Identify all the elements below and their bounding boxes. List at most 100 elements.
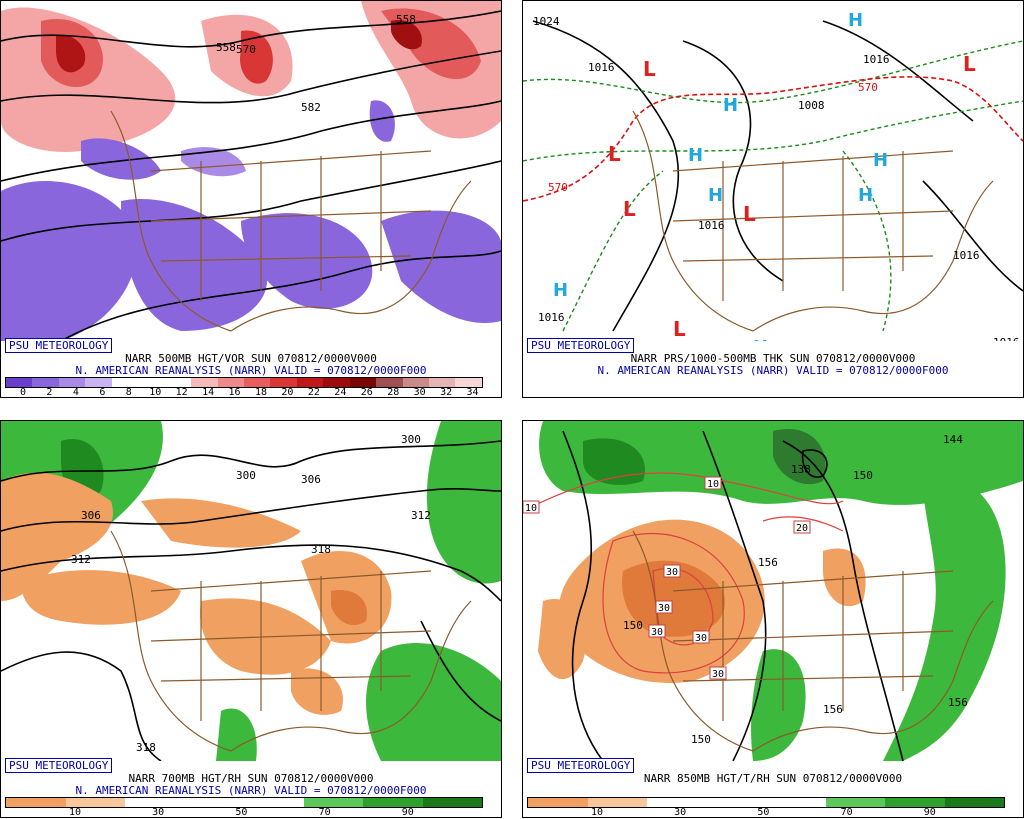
colorbar-segment [303, 798, 363, 807]
colorbar-segment [58, 378, 86, 387]
colorbar-segment [402, 378, 429, 387]
contour-label: 306 [301, 473, 321, 486]
colorbar-segment [243, 378, 271, 387]
temperature-label: 30 [712, 669, 724, 680]
colorbar-tick-label: 10 [68, 807, 82, 818]
colorbar-tick-label: 30 [674, 807, 687, 818]
colorbar-segment [296, 378, 324, 387]
contour-label: 156 [948, 696, 968, 709]
colorbar-segment [647, 798, 707, 807]
colorbar-segment [32, 378, 59, 387]
contour-label: 150 [691, 733, 711, 746]
rh700-map: 300 300 306 306 312 312 318 318 [1, 421, 501, 761]
panel-caption: NARR 850MB HGT/T/RH SUN 070812/0000V000 [643, 772, 903, 785]
panel-850mb-hgt-t-rh: 144 138 150 156 150 156 150 156 10 10 20… [522, 420, 1024, 818]
contour-label: 312 [71, 553, 91, 566]
colorbar-segment [125, 798, 185, 807]
colorbar-segment [429, 378, 456, 387]
isobar-label: 1008 [798, 99, 825, 112]
temperature-label: 10 [707, 479, 719, 490]
colorbar-tick-label: 90 [401, 807, 414, 818]
colorbar-tick-label: 32 [440, 387, 453, 398]
high-symbol: H [708, 185, 723, 206]
colorbar-segment [164, 378, 192, 387]
colorbar-segment [85, 378, 112, 387]
colorbar-tick-label: 70 [318, 807, 331, 818]
temperature-label: 30 [651, 627, 663, 638]
psu-meteorology-badge: PSU METEOROLOGY [5, 338, 113, 353]
isobar-label: 1016 [588, 61, 615, 74]
colorbar-tick-label: 18 [254, 387, 268, 398]
colorbar-segment [363, 798, 423, 807]
contour-label: 138 [791, 463, 811, 476]
contour-label: 318 [136, 741, 156, 754]
contour-label: 150 [623, 619, 643, 632]
panel-caption-valid: N. AMERICAN REANALYSIS (NARR) VALID = 07… [597, 364, 949, 377]
panel-pressure-thickness: L L L L L L H H H H H H H H 1024 1016 10… [522, 0, 1024, 398]
thickness-label: 570 [858, 81, 878, 94]
colorbar-segment [706, 798, 766, 807]
isobar-label: 1024 [533, 15, 560, 28]
colorbar-tick-label: 30 [413, 387, 426, 398]
temperature-label: 30 [666, 567, 678, 578]
colorbar-tick-label: 14 [202, 387, 215, 398]
contour-label: 156 [758, 556, 778, 569]
panel-caption: NARR 500MB HGT/VOR SUN 070812/0000V000 [125, 352, 377, 365]
isobar-label: 1016 [698, 219, 725, 232]
high-symbol: H [873, 150, 888, 171]
colorbar-segment [270, 378, 297, 387]
contour-label: 156 [823, 703, 843, 716]
vorticity-map: 570 558 582 558 [1, 1, 501, 341]
colorbar-segment [455, 378, 482, 387]
contour-label: 306 [81, 509, 101, 522]
high-symbol: H [553, 280, 568, 301]
colorbar [527, 797, 1005, 808]
colorbar-tick-label: 10 [590, 807, 604, 818]
colorbar-tick-label: 50 [757, 807, 770, 818]
colorbar-segment [6, 798, 66, 807]
colorbar-segment [184, 798, 244, 807]
contour-label: 582 [301, 101, 321, 114]
colorbar-segment [111, 378, 139, 387]
contour-label: 570 [236, 43, 256, 56]
colorbar-tick-label: 8 [125, 387, 132, 398]
colorbar-segment [323, 378, 350, 387]
colorbar [5, 377, 483, 388]
contour-label: 150 [853, 469, 873, 482]
contour-label: 300 [236, 469, 256, 482]
colorbar-tick-label: 12 [175, 387, 188, 398]
high-symbol: H [688, 145, 703, 166]
low-symbol: L [623, 197, 636, 221]
contour-label: 318 [311, 543, 331, 556]
colorbar-segment [349, 378, 377, 387]
colorbar-segment [528, 798, 588, 807]
psu-meteorology-badge: PSU METEOROLOGY [527, 758, 635, 773]
colorbar-tick-label: 10 [149, 387, 162, 398]
colorbar-tick-label: 6 [99, 387, 106, 398]
contour-label: 558 [216, 41, 236, 54]
colorbar-tick-label: 4 [72, 387, 79, 398]
colorbar-tick-label: 26 [360, 387, 373, 398]
isobar-label: 1016 [538, 311, 565, 324]
temperature-label: 10 [525, 503, 537, 514]
colorbar-segment [65, 798, 125, 807]
panel-700mb-rh: 300 300 306 306 312 312 318 318 PSU METE… [0, 420, 502, 818]
high-symbol: H [723, 95, 738, 116]
high-symbol: H [858, 185, 873, 206]
colorbar-segment [376, 378, 403, 387]
colorbar-tick-label: 70 [840, 807, 853, 818]
panel-caption: NARR 700MB HGT/RH SUN 070812/0000V000 [128, 772, 374, 785]
pressure-map: L L L L L L H H H H H H H H 1024 1016 10… [523, 1, 1023, 341]
colorbar-segment [217, 378, 244, 387]
colorbar-tick-label: 22 [307, 387, 320, 398]
colorbar-segment [138, 378, 165, 387]
psu-meteorology-badge: PSU METEOROLOGY [5, 758, 113, 773]
panel-500mb-vorticity: 570 558 582 558 PSU METEOROLOGY NARR 500… [0, 0, 502, 398]
low-symbol: L [643, 57, 656, 81]
temperature-label: 30 [695, 633, 707, 644]
low-symbol: L [743, 202, 756, 226]
contour-label: 300 [401, 433, 421, 446]
panel-caption-valid: N. AMERICAN REANALYSIS (NARR) VALID = 07… [75, 364, 427, 377]
colorbar-segment [244, 798, 304, 807]
colorbar-segment [191, 378, 218, 387]
